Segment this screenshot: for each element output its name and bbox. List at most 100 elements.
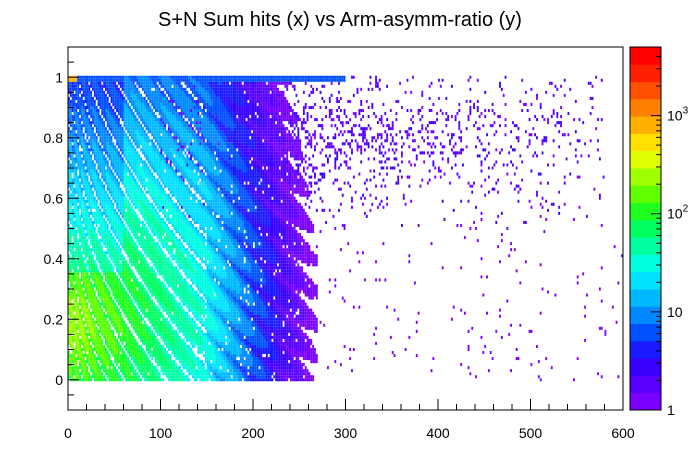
heatmap-cell bbox=[156, 326, 159, 330]
heatmap-cell bbox=[136, 278, 139, 282]
heatmap-cell bbox=[166, 175, 168, 179]
heatmap-cell bbox=[99, 169, 102, 173]
heatmap-cell bbox=[68, 139, 70, 143]
heatmap-cell bbox=[90, 211, 93, 215]
heatmap-cell bbox=[84, 84, 87, 88]
heatmap-cell bbox=[130, 251, 133, 255]
heatmap-cell bbox=[73, 332, 76, 336]
heatmap-cell bbox=[112, 302, 115, 306]
heatmap-cell bbox=[112, 287, 115, 291]
heatmap-cell bbox=[117, 223, 120, 227]
heatmap-cell bbox=[80, 196, 83, 200]
heatmap-cell bbox=[119, 269, 122, 273]
heatmap-cell bbox=[132, 293, 135, 297]
heatmap-cell bbox=[114, 351, 117, 355]
heatmap-cell bbox=[121, 172, 124, 176]
heatmap-cell bbox=[106, 223, 109, 227]
heatmap-cell bbox=[112, 157, 115, 161]
heatmap-cell bbox=[73, 230, 76, 234]
heatmap-cell bbox=[99, 242, 102, 246]
heatmap-cell bbox=[105, 81, 107, 85]
heatmap-cell bbox=[127, 151, 130, 155]
heatmap-cell bbox=[129, 142, 131, 146]
heatmap-cell bbox=[75, 233, 78, 237]
heatmap-cell bbox=[134, 205, 137, 209]
heatmap-cell bbox=[167, 93, 170, 97]
heatmap-cell bbox=[114, 263, 117, 267]
heatmap-cell bbox=[90, 163, 93, 167]
heatmap-cell bbox=[153, 130, 155, 134]
heatmap-cell bbox=[114, 99, 117, 103]
heatmap-cell bbox=[77, 211, 80, 215]
heatmap-cell bbox=[125, 299, 128, 303]
heatmap-cell bbox=[140, 326, 142, 330]
heatmap-cell bbox=[125, 175, 128, 179]
heatmap-cell bbox=[73, 314, 76, 318]
heatmap-cell bbox=[77, 341, 80, 345]
heatmap-cell bbox=[167, 354, 170, 358]
heatmap-cell bbox=[119, 354, 122, 358]
heatmap-cell bbox=[142, 193, 144, 197]
heatmap-cell bbox=[93, 320, 96, 324]
heatmap-cell bbox=[101, 351, 104, 355]
heatmap-cell bbox=[117, 99, 120, 103]
heatmap-cell bbox=[90, 166, 93, 170]
heatmap-cell bbox=[134, 187, 137, 191]
heatmap-cell bbox=[84, 375, 87, 379]
heatmap-cell bbox=[167, 375, 170, 379]
heatmap-cell bbox=[167, 99, 170, 103]
heatmap-cell bbox=[142, 169, 144, 173]
heatmap-cell bbox=[129, 233, 131, 237]
heatmap-cell bbox=[68, 154, 70, 158]
heatmap-cell bbox=[86, 190, 89, 194]
heatmap-cell bbox=[121, 102, 124, 106]
heatmap-cell bbox=[79, 347, 81, 352]
heatmap-cell bbox=[68, 266, 70, 270]
heatmap-cell bbox=[129, 93, 131, 97]
heatmap-cell bbox=[149, 226, 152, 231]
heatmap-cell bbox=[95, 172, 98, 176]
heatmap-cell bbox=[103, 357, 105, 361]
heatmap-cell bbox=[149, 139, 152, 143]
heatmap-cell bbox=[97, 175, 100, 179]
heatmap-cell bbox=[116, 375, 118, 379]
heatmap-cell bbox=[93, 335, 96, 339]
heatmap-cell bbox=[116, 344, 118, 348]
heatmap-cell bbox=[142, 190, 144, 194]
heatmap-cell bbox=[90, 338, 93, 342]
heatmap-cell bbox=[105, 296, 107, 300]
heatmap-cell bbox=[92, 293, 94, 297]
heatmap-cell bbox=[167, 196, 170, 200]
heatmap-cell bbox=[123, 169, 126, 173]
heatmap-cell bbox=[160, 202, 163, 206]
heatmap-cell bbox=[149, 269, 152, 273]
heatmap-cell bbox=[86, 314, 89, 318]
heatmap-cell bbox=[129, 157, 131, 161]
heatmap-cell bbox=[125, 190, 128, 194]
heatmap-cell bbox=[125, 354, 128, 358]
heatmap-cell bbox=[169, 109, 172, 113]
heatmap-cell bbox=[71, 338, 74, 342]
heatmap-cell bbox=[151, 366, 154, 370]
heatmap-cell bbox=[143, 357, 146, 361]
heatmap-cell bbox=[105, 305, 107, 309]
heatmap-cell bbox=[77, 142, 80, 146]
heatmap-cell bbox=[151, 223, 154, 227]
heatmap-cell bbox=[160, 378, 163, 382]
heatmap-cell bbox=[134, 193, 137, 197]
heatmap-cell bbox=[162, 260, 165, 264]
heatmap-cell bbox=[123, 230, 126, 234]
heatmap-cell bbox=[84, 142, 87, 146]
heatmap-cell bbox=[142, 245, 144, 249]
heatmap-cell bbox=[88, 157, 91, 161]
heatmap-cell bbox=[156, 287, 159, 291]
heatmap-cell bbox=[166, 242, 168, 246]
heatmap-cell bbox=[169, 254, 172, 258]
heatmap-cell bbox=[95, 378, 98, 382]
heatmap-cell bbox=[156, 133, 159, 137]
heatmap-cell bbox=[143, 257, 146, 261]
heatmap-cell bbox=[79, 332, 81, 336]
heatmap-cell bbox=[71, 148, 74, 152]
heatmap-cell bbox=[132, 335, 135, 339]
heatmap-cell bbox=[79, 220, 81, 224]
